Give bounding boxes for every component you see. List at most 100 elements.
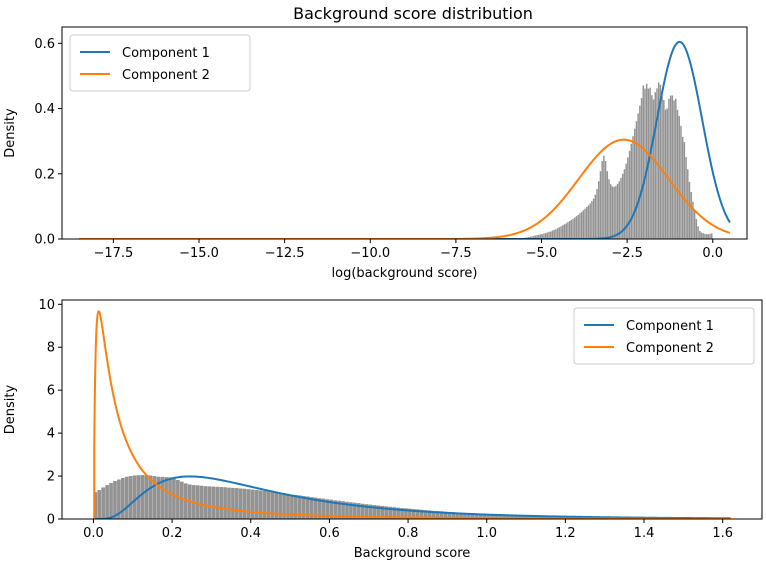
histogram-bar [502,514,507,519]
legend: Component 1 Component 2 [69,34,251,92]
x-axis-label: log(background score) [332,266,478,281]
x-axis-label: Background score [354,546,471,561]
histogram-bar [652,99,655,239]
histogram-bar [176,479,180,519]
x-tick-label: −12.5 [265,246,305,261]
histogram-bar [572,218,574,239]
histogram-bar [305,496,310,519]
histogram-bar [628,150,631,239]
histogram-bar [301,496,306,519]
histogram-bar [642,85,644,239]
histogram-bar [329,499,334,519]
y-axis-label: Density [3,384,18,434]
histogram-bar [474,513,479,519]
histogram-bar [419,509,424,519]
histogram-bar [543,233,545,239]
histogram-bar [640,98,643,239]
x-tick-label: −17.5 [93,246,133,261]
histogram-bar [120,477,125,519]
legend-label-component-2: Component 2 [122,68,210,83]
histogram-bar [482,514,487,519]
histogram-bar [415,509,420,519]
histogram-bar [431,510,436,519]
histogram-bar [695,219,698,239]
histogram-bar [317,498,322,519]
histogram-bar [360,503,365,519]
histogram-bar [215,486,220,519]
histogram-bar [274,492,279,519]
histogram-bar [392,507,397,519]
histogram-bar [156,476,161,519]
histogram-bar [632,136,634,239]
histogram-bar [459,512,463,519]
histogram-bar [565,223,567,239]
histogram-bar [376,505,381,519]
histogram-bar [704,233,706,239]
histogram-bar [680,125,682,239]
y-tick-label: 8 [47,341,55,356]
histogram-bar [567,222,569,239]
histogram-bar [223,487,227,519]
histogram-bar [693,210,696,239]
histogram-bar [242,488,247,519]
histogram-bar [548,231,550,239]
histogram-bar [470,513,475,519]
legend-label-component-2: Component 2 [626,341,714,356]
histogram-bar [603,155,605,239]
histogram-bar [238,488,243,519]
histogram-bar [506,515,511,519]
histogram-bar [663,100,665,239]
histogram-bar [337,500,341,519]
x-tick-label: 0.6 [319,526,340,541]
histogram-bar [109,482,113,519]
histogram-bar [618,181,621,239]
histogram-bar [286,493,290,519]
histogram-bar [621,173,624,239]
y-tick-label: 0 [47,513,55,528]
y-tick-label: 2 [47,470,55,485]
histogram-bar [113,481,117,519]
histogram-bar [443,511,448,519]
histogram-bar [705,234,708,239]
histogram-bar [587,205,590,239]
histogram-bar [529,236,531,239]
histogram-bar [294,494,298,519]
histogram-bar [140,474,145,519]
histogram-bar [447,511,452,519]
histogram-bar [620,178,622,239]
histogram-bar [321,498,326,519]
y-tick-label: 6 [47,384,55,399]
histogram-bar [579,213,581,239]
histogram-bar [490,514,495,519]
histogram-bar [671,95,674,239]
histogram-bar [635,121,638,239]
histogram-bar [577,214,579,239]
bottom-chart: 0.0 0.2 0.4 0.6 0.8 1.0 1.2 1.4 1.6 0 2 4 6 8 10 Backgr… [3,298,763,561]
histogram-bar [551,230,554,239]
series-line-component-1 [79,40,731,239]
series-line-component-2 [79,138,731,239]
histogram-bar [688,181,691,239]
histogram-bar [645,83,648,239]
y-tick-label: 0.2 [34,167,55,182]
histogram-bar [353,502,357,519]
x-tick-label: 0.2 [162,526,183,541]
histogram-bar [235,488,239,519]
histogram-bar [556,228,559,239]
histogram-bar [128,476,133,519]
histogram-bar [669,95,672,239]
series-line-component-2 [93,310,731,519]
histogram-bar [676,109,679,239]
legend-box [69,34,251,92]
histogram-bar [675,98,677,239]
histogram-bar [199,485,204,519]
histogram-bar [510,515,514,519]
legend-box [573,307,755,365]
histogram-bar [388,506,393,519]
histogram-bar [592,198,595,239]
histogram-bar [463,512,467,519]
histogram-bar [699,230,701,239]
histogram-bar [580,211,583,239]
histogram-bar [333,500,338,519]
